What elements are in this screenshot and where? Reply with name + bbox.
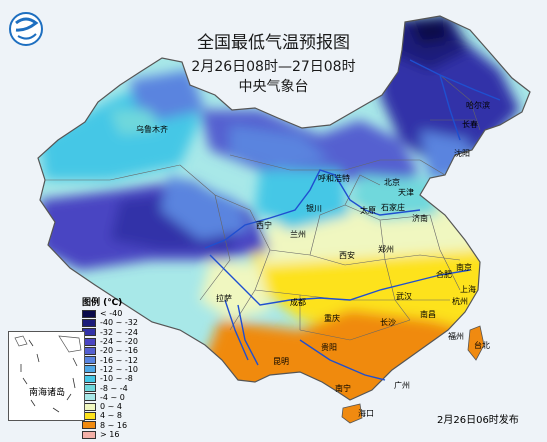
legend-label: 8 ~ 16 bbox=[100, 420, 128, 430]
city-label: 沈阳 bbox=[454, 149, 470, 158]
inset-label: 南海诸岛 bbox=[29, 388, 66, 398]
legend-label: -40 ~ -32 bbox=[100, 318, 138, 328]
province-boundaries bbox=[45, 74, 481, 341]
cma-logo-icon bbox=[9, 12, 43, 46]
city-label: 北京 bbox=[384, 178, 400, 187]
legend-item: -12 ~ -10 bbox=[82, 365, 160, 374]
map-title: 全国最低气温预报图 bbox=[197, 33, 350, 53]
city-label: 南宁 bbox=[335, 384, 351, 393]
legend-item: < -40 bbox=[82, 309, 160, 318]
city-label: 广州 bbox=[394, 381, 410, 390]
city-label: 南昌 bbox=[420, 310, 436, 319]
city-label: 合肥 bbox=[436, 270, 452, 279]
city-label: 乌鲁木齐 bbox=[136, 125, 168, 134]
city-label: 海口 bbox=[358, 409, 374, 418]
city-label: 郑州 bbox=[378, 245, 394, 254]
legend-swatch bbox=[82, 309, 96, 318]
city-label: 银川 bbox=[306, 204, 322, 213]
legend-swatch bbox=[82, 430, 96, 439]
city-label: 杭州 bbox=[452, 297, 468, 306]
city-label: 上海 bbox=[460, 285, 476, 294]
issuing-agency: 中央气象台 bbox=[238, 79, 309, 95]
legend-item: -40 ~ -32 bbox=[82, 318, 160, 327]
legend-item: -4 ~ 0 bbox=[82, 393, 160, 402]
release-time: 2月26日06时发布 bbox=[437, 415, 519, 426]
legend-item: 8 ~ 16 bbox=[82, 421, 160, 430]
city-label: 哈尔滨 bbox=[466, 101, 490, 110]
legend-title: 图例 (℃) bbox=[82, 298, 123, 308]
city-label: 台北 bbox=[474, 341, 490, 350]
legend-item: > 16 bbox=[82, 430, 160, 439]
city-label: 天津 bbox=[398, 188, 414, 197]
rivers bbox=[204, 59, 501, 381]
legend-swatch bbox=[82, 421, 96, 430]
city-label: 贵阳 bbox=[321, 343, 337, 352]
legend-label: -12 ~ -10 bbox=[100, 364, 138, 374]
city-label: 兰州 bbox=[290, 230, 306, 239]
south-china-sea-inset: 南海诸岛 bbox=[8, 331, 85, 421]
legend-item: -10 ~ -8 bbox=[82, 374, 160, 383]
city-label: 南京 bbox=[456, 263, 472, 272]
legend-label: -8 ~ -4 bbox=[100, 383, 128, 393]
legend-label: 0 ~ 4 bbox=[100, 402, 122, 412]
legend-label: 4 ~ 8 bbox=[100, 411, 122, 421]
city-label: 长春 bbox=[462, 120, 478, 129]
legend-label: -16 ~ -12 bbox=[100, 355, 138, 365]
legend-item: 0 ~ 4 bbox=[82, 402, 160, 411]
legend-label: -24 ~ -20 bbox=[100, 337, 138, 347]
city-label: 福州 bbox=[448, 332, 464, 341]
legend-label: -4 ~ 0 bbox=[100, 392, 125, 402]
legend-item: 4 ~ 8 bbox=[82, 411, 160, 420]
city-label: 重庆 bbox=[324, 314, 340, 323]
city-label: 成都 bbox=[290, 298, 306, 307]
city-label: 武汉 bbox=[396, 292, 412, 301]
city-label: 昆明 bbox=[273, 357, 289, 366]
city-label: 济南 bbox=[412, 214, 428, 223]
city-label: 太原 bbox=[360, 206, 376, 215]
legend-label: > 16 bbox=[100, 430, 120, 439]
legend-label: -32 ~ -24 bbox=[100, 327, 138, 337]
legend-item: -20 ~ -16 bbox=[82, 346, 160, 355]
legend-swatch bbox=[82, 318, 96, 327]
city-label: 西宁 bbox=[256, 221, 272, 230]
legend-item: -8 ~ -4 bbox=[82, 383, 160, 393]
hainan-island bbox=[341, 403, 363, 424]
legend-item: -32 ~ -24 bbox=[82, 328, 160, 337]
legend-item: -24 ~ -20 bbox=[82, 337, 160, 346]
city-label: 呼和浩特 bbox=[318, 174, 350, 183]
legend: 图例 (℃) < -40 -40 ~ -32 -32 ~ -24 -24 ~ -20-… bbox=[82, 299, 160, 439]
legend-item: -16 ~ -12 bbox=[82, 355, 160, 365]
inset-map bbox=[14, 335, 82, 413]
forecast-period: 2月26日08时—27日08时 bbox=[191, 59, 356, 75]
city-label: 长沙 bbox=[380, 318, 396, 327]
legend-label: -10 ~ -8 bbox=[100, 374, 133, 384]
legend-label: < -40 bbox=[100, 309, 123, 319]
city-label: 石家庄 bbox=[381, 203, 405, 212]
legend-label: -20 ~ -16 bbox=[100, 346, 138, 356]
city-label: 拉萨 bbox=[216, 294, 232, 303]
city-label: 西安 bbox=[339, 251, 355, 260]
taiwan-island bbox=[467, 325, 485, 361]
